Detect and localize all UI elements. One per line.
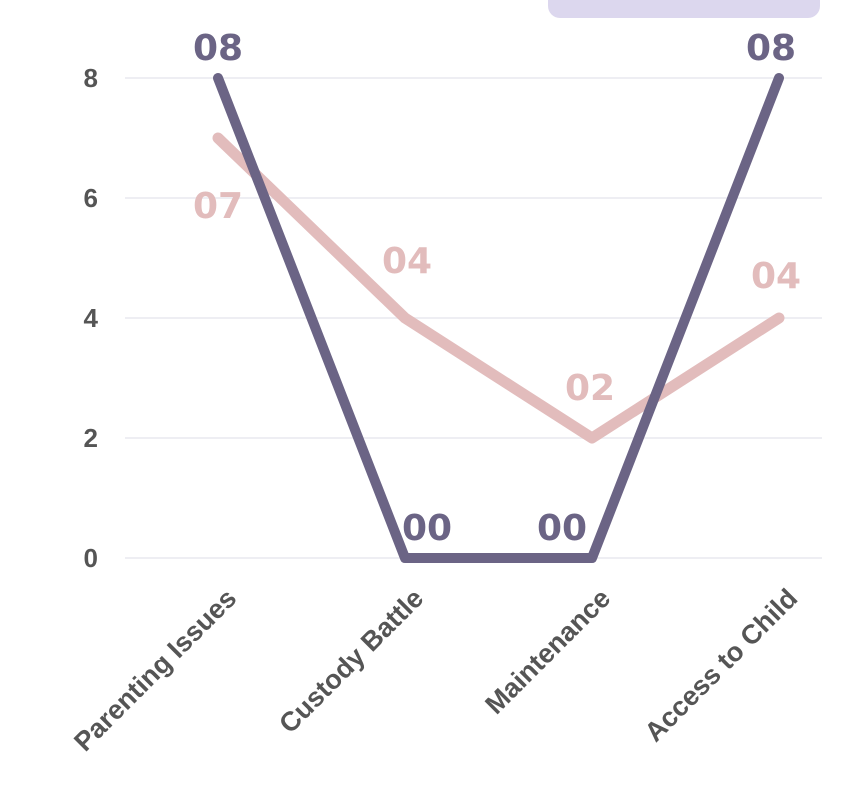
data-point xyxy=(776,315,782,321)
data-point xyxy=(589,555,595,561)
data-label: 04 xyxy=(751,256,801,297)
series-line-2 xyxy=(212,132,785,444)
legend-box xyxy=(548,0,820,18)
y-tick-label: 4 xyxy=(84,303,99,333)
data-label: 07 xyxy=(193,186,243,227)
y-tick-label: 8 xyxy=(84,63,98,93)
x-tick-label: Custody Battle xyxy=(273,583,429,739)
series-line-1 xyxy=(213,73,784,563)
x-tick-label: Parenting Issues xyxy=(68,583,242,757)
data-point xyxy=(215,75,221,81)
data-point xyxy=(776,75,782,81)
data-label: 08 xyxy=(193,28,243,69)
data-label: 04 xyxy=(382,241,432,282)
data-point xyxy=(589,435,595,441)
y-tick-label: 2 xyxy=(84,423,98,453)
data-point xyxy=(402,315,408,321)
x-tick-label: Maintenance xyxy=(479,583,616,720)
y-tick-label: 0 xyxy=(84,543,98,573)
x-tick-label: Access to Child xyxy=(639,583,803,747)
data-label: 08 xyxy=(746,28,796,69)
y-tick-label: 6 xyxy=(84,183,98,213)
data-label: 02 xyxy=(565,368,615,409)
data-point xyxy=(215,135,221,141)
data-label: 00 xyxy=(402,508,452,549)
data-label: 00 xyxy=(537,508,587,549)
data-point xyxy=(402,555,408,561)
